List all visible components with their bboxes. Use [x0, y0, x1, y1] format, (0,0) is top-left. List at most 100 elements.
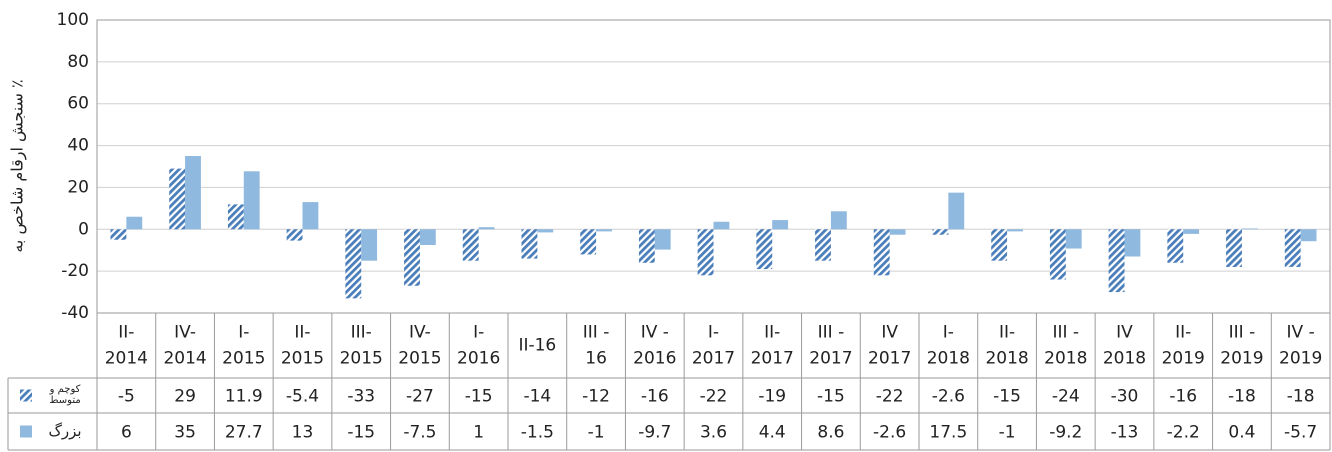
table-value: 8.6	[817, 423, 844, 443]
table-value: -22	[876, 387, 904, 407]
x-tick-label: II-	[118, 323, 134, 343]
bar	[345, 229, 362, 299]
table-value: 35	[174, 423, 196, 443]
table-value: -19	[758, 387, 786, 407]
table-value: -9.2	[1049, 423, 1082, 443]
table-value: -1	[588, 423, 605, 443]
y-tick-label: 80	[67, 52, 89, 72]
legend-label-box: کوچم و متوسط	[49, 384, 81, 406]
table-value: 1	[473, 423, 484, 443]
table-value: -7.5	[403, 423, 436, 443]
bar	[1183, 229, 1200, 234]
table-value: -5.4	[286, 387, 319, 407]
x-tick-label: I-	[943, 323, 954, 343]
bar	[110, 229, 127, 240]
table-value: -1.5	[521, 423, 554, 443]
x-tick-label: III -	[818, 323, 845, 343]
bar	[1049, 229, 1066, 280]
bar	[478, 227, 495, 230]
table-value: 11.9	[225, 387, 263, 407]
bar	[126, 216, 143, 230]
bar	[1007, 229, 1023, 232]
x-tick-label: 2018	[927, 349, 970, 369]
bar	[1226, 229, 1242, 267]
x-tick-label: IV -	[1287, 323, 1315, 343]
x-tick-label: 2018	[1103, 349, 1146, 369]
x-tick-label: 2015	[281, 349, 324, 369]
x-tick-label: IV-	[409, 323, 431, 343]
table-value: 3.6	[700, 423, 727, 443]
bar	[302, 202, 319, 230]
bar	[462, 229, 479, 261]
table-value: -24	[1052, 387, 1080, 407]
x-tick-label: 2019	[1220, 349, 1263, 369]
x-tick-label: 2018	[1044, 349, 1087, 369]
x-tick-label: II-	[764, 323, 780, 343]
table-value: -22	[700, 387, 728, 407]
table-value: 29	[174, 387, 196, 407]
bar	[932, 229, 949, 235]
table-value: 0.4	[1228, 423, 1255, 443]
x-tick-label: 2019	[1279, 349, 1322, 369]
x-tick-label: I-	[473, 323, 484, 343]
x-tick-label: 2017	[751, 349, 794, 369]
bar	[1108, 229, 1125, 293]
table-value: -13	[1111, 423, 1139, 443]
bar	[169, 168, 186, 230]
table-value: -5	[118, 387, 135, 407]
bar	[185, 156, 201, 230]
bar	[1065, 229, 1082, 249]
x-tick-label: 2017	[692, 349, 735, 369]
bar	[697, 229, 714, 276]
y-tick-label: -40	[61, 303, 89, 323]
legend-label: کوچم و متوسط	[49, 384, 81, 406]
x-tick-label: II-	[294, 323, 310, 343]
x-tick-label: I-	[238, 323, 249, 343]
x-tick-label: 16	[585, 349, 607, 369]
table-value: -9.7	[638, 423, 671, 443]
x-tick-label: III -	[1229, 323, 1256, 343]
bar	[596, 229, 612, 232]
bar	[948, 192, 965, 230]
y-tick-label: 60	[67, 94, 89, 114]
table-value: -15	[993, 387, 1021, 407]
table-value: 13	[292, 423, 314, 443]
bar	[580, 229, 597, 255]
x-tick-label: IV -	[641, 323, 669, 343]
table-value: 27.7	[225, 423, 263, 443]
x-tick-label: 2014	[105, 349, 148, 369]
table-value: 17.5	[929, 423, 967, 443]
table-value: -2.6	[932, 387, 965, 407]
y-tick-label: 20	[67, 177, 89, 197]
bar	[419, 229, 436, 245]
table-value: -15	[347, 423, 375, 443]
x-tick-label: 2016	[457, 349, 500, 369]
bar	[815, 229, 831, 261]
table-value: -18	[1228, 387, 1256, 407]
table-value: -30	[1111, 387, 1139, 407]
legend-label: بزرگ	[48, 421, 82, 440]
x-tick-label: 2017	[809, 349, 852, 369]
table-value: -12	[582, 387, 610, 407]
table-value: -33	[347, 387, 375, 407]
x-tick-label: III -	[583, 323, 610, 343]
y-tick-label: 40	[67, 136, 89, 156]
x-tick-label: I-	[708, 323, 719, 343]
table-value: -2.2	[1167, 423, 1200, 443]
x-tick-label: 2015	[398, 349, 441, 369]
x-tick-label: II-16	[518, 336, 556, 356]
table-value: -16	[641, 387, 669, 407]
bar	[1167, 229, 1184, 263]
table-value: -2.6	[873, 423, 906, 443]
table-value: 6	[121, 423, 132, 443]
bar	[243, 171, 260, 230]
bar	[1284, 229, 1301, 267]
y-axis-label: سنجش ارقام شاخص به ٪	[8, 79, 28, 252]
x-tick-label: 2016	[633, 349, 676, 369]
bar	[537, 229, 554, 233]
table-value: -15	[817, 387, 845, 407]
bar	[889, 229, 906, 235]
bar	[1300, 229, 1317, 242]
bar	[638, 229, 655, 263]
